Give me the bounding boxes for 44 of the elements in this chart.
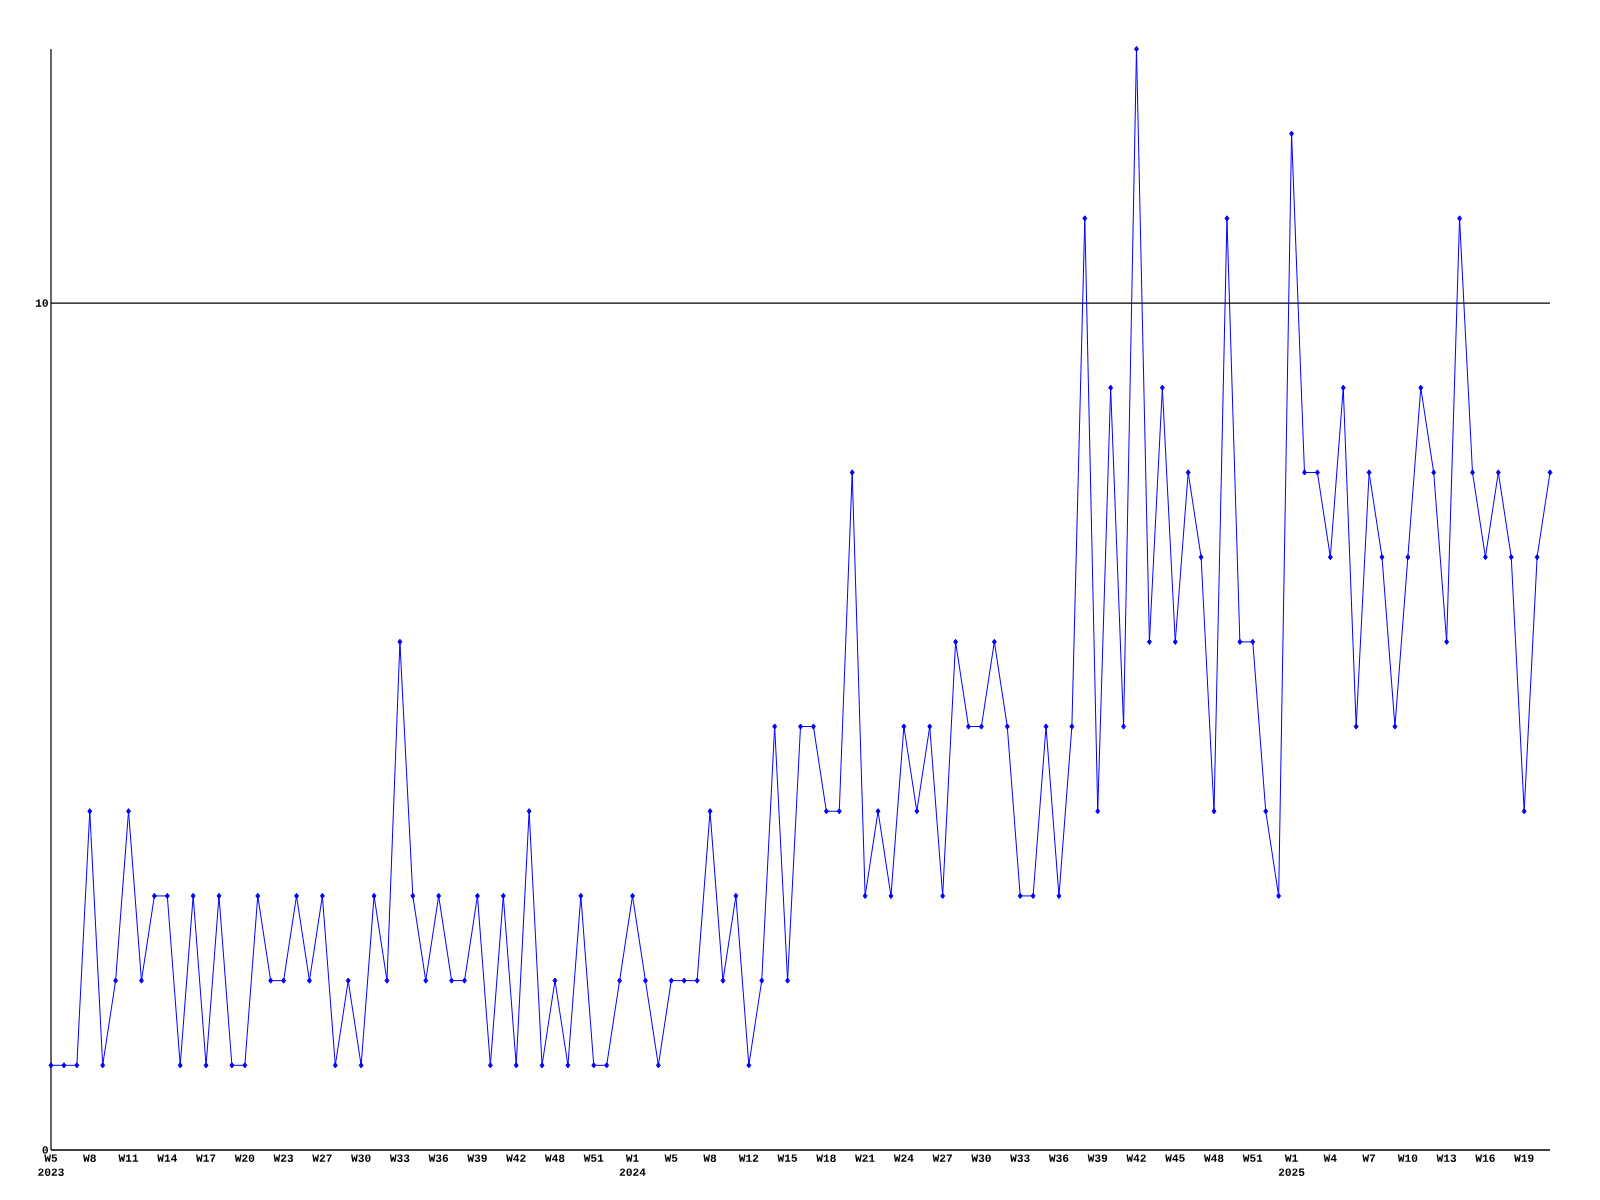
- x-tick-label: W51: [1242, 1154, 1263, 1162]
- x-tick-label: W24: [893, 1154, 914, 1162]
- x-tick-label: W48: [1203, 1154, 1224, 1162]
- x-tick-label: W20: [234, 1154, 255, 1162]
- x-tick-label: W13: [1436, 1154, 1457, 1162]
- x-tick-label: W36: [1048, 1154, 1069, 1162]
- x-tick-label: W45: [1165, 1154, 1185, 1162]
- x-tick-label: W33: [389, 1154, 410, 1162]
- x-tick-label: W5: [664, 1154, 678, 1162]
- x-tick-label: W23: [273, 1154, 294, 1162]
- text: 2024: [619, 1168, 646, 1176]
- x-tick-label: W39: [1087, 1154, 1108, 1162]
- x-tick-label: W1: [625, 1154, 639, 1162]
- y-tick-label: 10: [35, 299, 48, 307]
- x-tick-label: W11: [118, 1154, 139, 1162]
- x-tick-label: W4: [1323, 1154, 1337, 1162]
- x-tick-label: W27: [932, 1154, 952, 1162]
- x-tick-label: W8: [83, 1154, 96, 1162]
- x-tick-label: W14: [157, 1154, 178, 1162]
- x-tick-label: W5: [44, 1154, 58, 1162]
- text: 2025: [1278, 1168, 1305, 1176]
- x-tick-label: W10: [1397, 1154, 1418, 1162]
- x-tick-label: W18: [816, 1154, 836, 1162]
- x-tick-label: W19: [1514, 1154, 1534, 1162]
- x-tick-label: W12: [738, 1154, 759, 1162]
- x-tick-label: W21: [855, 1154, 875, 1162]
- y-tick-label: 0: [42, 1146, 48, 1154]
- x-tick-label: W27: [312, 1154, 332, 1162]
- x-tick-label: W16: [1475, 1154, 1495, 1162]
- x-tick-label: W8: [703, 1154, 717, 1162]
- x-tick-label: W30: [971, 1154, 991, 1162]
- x-tick-label: W51: [583, 1154, 604, 1162]
- x-tick-label: W17: [196, 1154, 216, 1162]
- text: 2023: [38, 1168, 64, 1176]
- x-tick-label: W15: [777, 1154, 798, 1162]
- x-tick-label: W1: [1284, 1154, 1298, 1162]
- x-tick-label: W33: [1010, 1154, 1030, 1162]
- x-tick-label: W42: [506, 1154, 526, 1162]
- x-tick-label: W48: [544, 1154, 565, 1162]
- x-tick-label: W30: [351, 1154, 371, 1162]
- x-tick-label: W39: [467, 1154, 487, 1162]
- x-tick-label: W36: [428, 1154, 449, 1162]
- x-tick-label: W7: [1362, 1154, 1376, 1162]
- x-tick-label: W42: [1126, 1154, 1146, 1162]
